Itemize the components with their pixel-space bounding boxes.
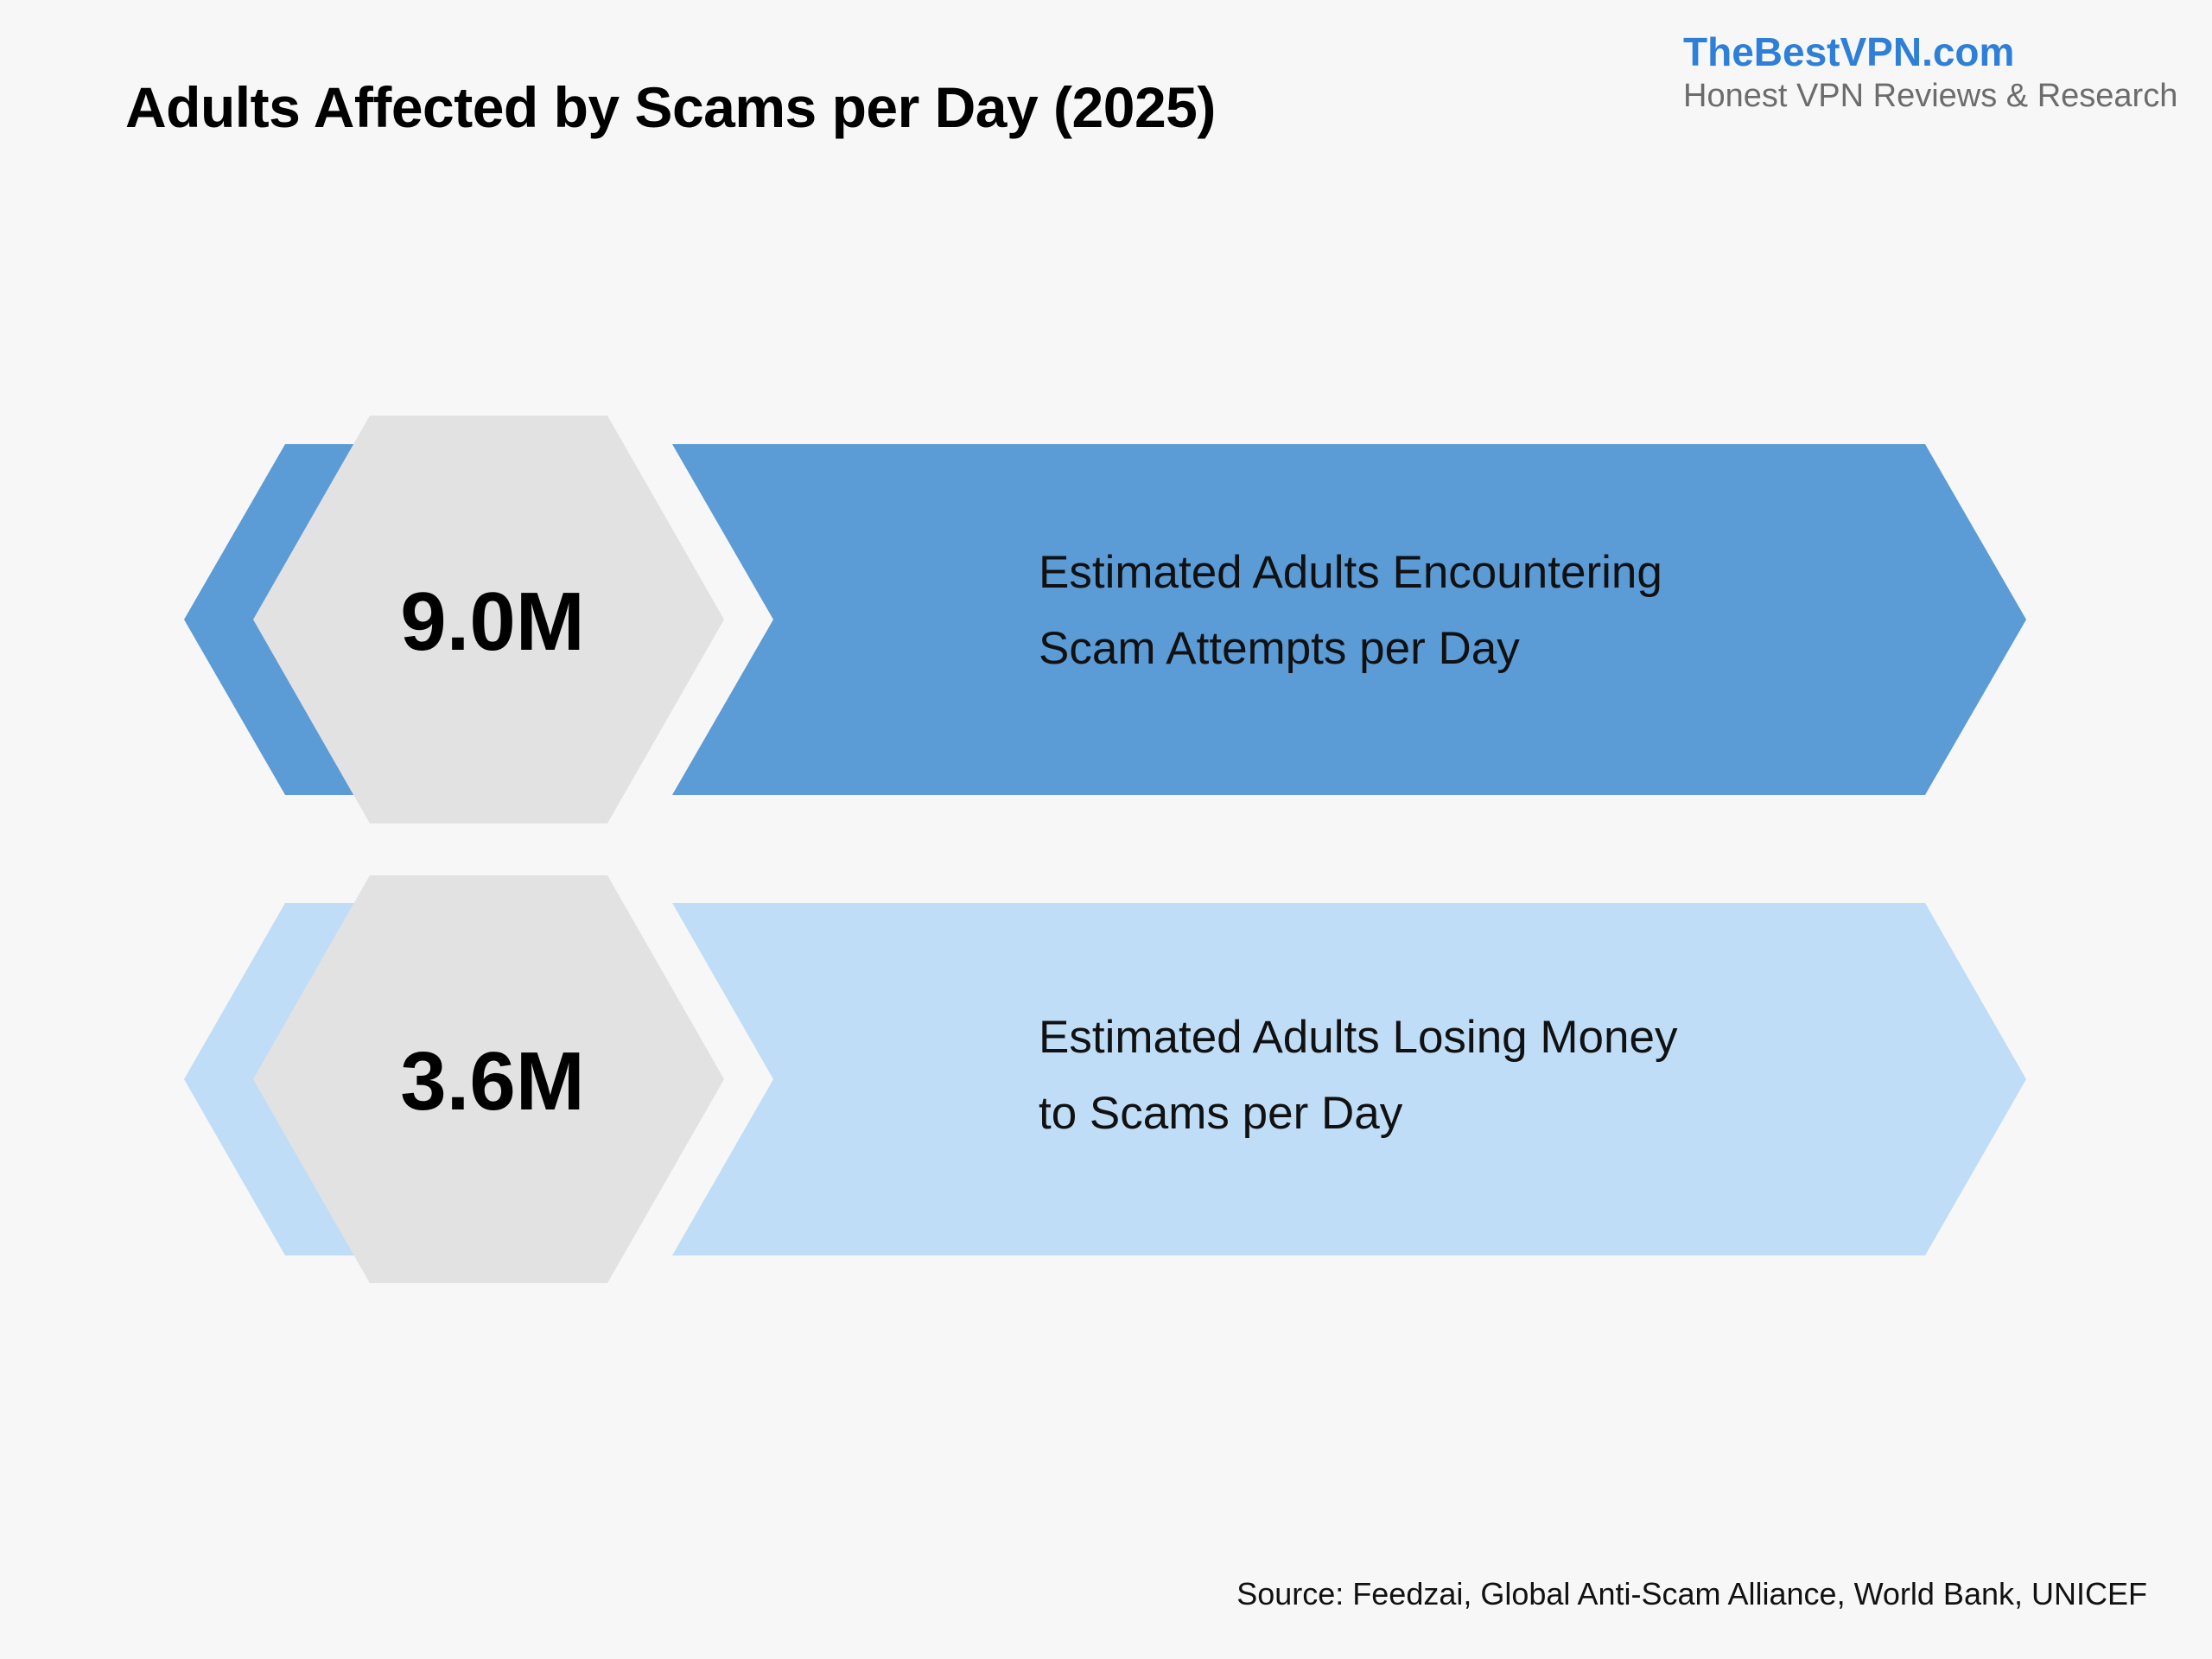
- stat-2-left-cap: [184, 903, 356, 1255]
- stat-2-hexagon: [253, 875, 724, 1283]
- stat-2-label-line-1: Estimated Adults Losing Money: [1039, 1012, 1678, 1063]
- stat-1-hexagon: [253, 416, 724, 823]
- brand-tagline: Honest VPN Reviews & Research: [1683, 78, 2178, 114]
- stat-2-value: 3.6M: [400, 1035, 584, 1128]
- stat-1-left-cap: [184, 444, 356, 795]
- stat-1-label-line-2: Scam Attempts per Day: [1039, 623, 1520, 674]
- stat-2-label: Estimated Adults Losing Money to Scams p…: [1039, 1000, 1677, 1152]
- page-title: Adults Affected by Scams per Day (2025): [125, 75, 1216, 139]
- brand: TheBestVPN.com Honest VPN Reviews & Rese…: [1683, 28, 2178, 116]
- brand-name[interactable]: TheBestVPN.com: [1683, 29, 2015, 74]
- stat-2-label-line-2: to Scams per Day: [1039, 1088, 1403, 1139]
- stat-1-value: 9.0M: [400, 575, 584, 668]
- stat-1-label: Estimated Adults Encountering Scam Attem…: [1039, 535, 1662, 687]
- stat-1-label-line-1: Estimated Adults Encountering: [1039, 547, 1662, 598]
- source-note: Source: Feedzai, Global Anti-Scam Allian…: [1236, 1576, 2147, 1611]
